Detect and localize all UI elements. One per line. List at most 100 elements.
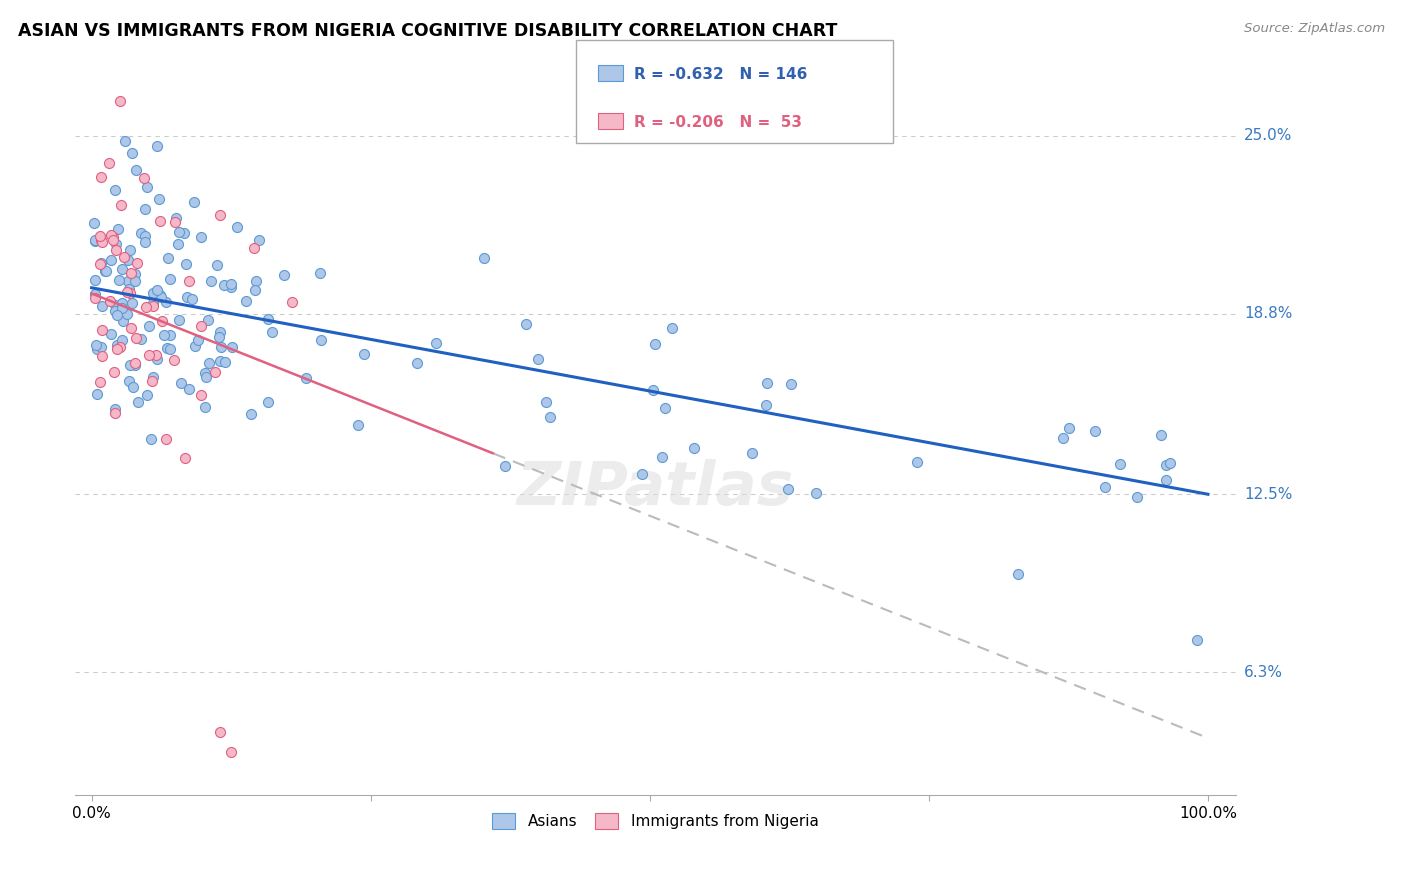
Point <box>245 274 267 288</box>
Point <box>134 202 156 216</box>
Point <box>472 251 495 265</box>
Point <box>214 355 236 369</box>
Point <box>776 483 799 497</box>
Point <box>146 352 169 367</box>
Point <box>83 291 105 305</box>
Point <box>118 358 141 372</box>
Point <box>165 214 187 228</box>
Text: 12.5%: 12.5% <box>1244 487 1292 502</box>
Point <box>780 376 803 391</box>
Point <box>631 467 654 482</box>
Legend: Asians, Immigrants from Nigeria: Asians, Immigrants from Nigeria <box>486 807 824 835</box>
Point <box>84 234 107 248</box>
Point <box>226 219 249 234</box>
Point <box>281 294 304 309</box>
Point <box>124 358 146 372</box>
Point <box>111 313 134 327</box>
Point <box>134 228 156 243</box>
Point <box>117 274 139 288</box>
Point <box>1007 567 1029 582</box>
Point <box>197 355 219 369</box>
Point <box>94 264 117 278</box>
Point <box>90 233 112 247</box>
Point <box>107 222 129 236</box>
Point <box>84 338 107 352</box>
Point <box>90 323 112 337</box>
Point <box>256 395 278 409</box>
Point <box>219 277 242 291</box>
Point <box>239 407 262 421</box>
Point <box>346 418 368 433</box>
Point <box>1057 421 1080 435</box>
Point <box>741 446 763 460</box>
Point <box>208 330 231 344</box>
Point <box>156 251 179 265</box>
Point <box>103 406 125 420</box>
Text: Source: ZipAtlas.com: Source: ZipAtlas.com <box>1244 22 1385 36</box>
Point <box>84 286 107 301</box>
Point <box>187 333 209 347</box>
Point <box>91 349 114 363</box>
Point <box>100 326 122 341</box>
Point <box>111 296 134 310</box>
Point <box>127 256 149 270</box>
Point <box>149 290 172 304</box>
Point <box>111 334 134 348</box>
Point <box>1154 458 1177 472</box>
Text: R = -0.632   N = 146: R = -0.632 N = 146 <box>634 67 807 81</box>
Point <box>755 398 778 412</box>
Point <box>242 241 264 255</box>
Point <box>83 216 105 230</box>
Point <box>195 369 218 384</box>
Point <box>90 340 112 354</box>
Point <box>756 376 779 390</box>
Point <box>425 335 447 350</box>
Point <box>538 409 561 424</box>
Point <box>190 230 212 244</box>
Point <box>354 0 377 14</box>
Point <box>1084 424 1107 438</box>
Point <box>148 214 170 228</box>
Point <box>257 312 280 326</box>
Point <box>127 394 149 409</box>
Point <box>110 198 132 212</box>
Text: 18.8%: 18.8% <box>1244 306 1292 321</box>
Point <box>159 342 181 356</box>
Point <box>1126 490 1149 504</box>
Point <box>94 264 117 278</box>
Point <box>115 307 138 321</box>
Point <box>167 237 190 252</box>
Point <box>534 394 557 409</box>
Point <box>174 257 197 271</box>
Point <box>194 400 217 414</box>
Point <box>190 319 212 334</box>
Point <box>91 299 114 313</box>
Point <box>134 235 156 249</box>
Point <box>159 328 181 343</box>
Point <box>98 156 121 170</box>
Point <box>167 312 190 326</box>
Point <box>124 356 146 370</box>
Point <box>118 244 141 258</box>
Point <box>89 376 111 390</box>
Point <box>89 257 111 271</box>
Point <box>111 261 134 276</box>
Point <box>515 317 537 331</box>
Text: R = -0.206   N =  53: R = -0.206 N = 53 <box>634 115 801 129</box>
Point <box>89 229 111 244</box>
Point <box>156 341 179 355</box>
Point <box>115 285 138 299</box>
Point <box>86 343 108 357</box>
Point <box>90 235 112 249</box>
Point <box>148 192 170 206</box>
Point <box>205 258 228 272</box>
Point <box>103 365 125 379</box>
Point <box>145 283 167 297</box>
Point <box>111 301 134 315</box>
Point <box>138 349 160 363</box>
Point <box>167 225 190 239</box>
Point <box>112 306 135 320</box>
Point <box>138 318 160 333</box>
Point <box>103 234 125 248</box>
Point <box>84 273 107 287</box>
